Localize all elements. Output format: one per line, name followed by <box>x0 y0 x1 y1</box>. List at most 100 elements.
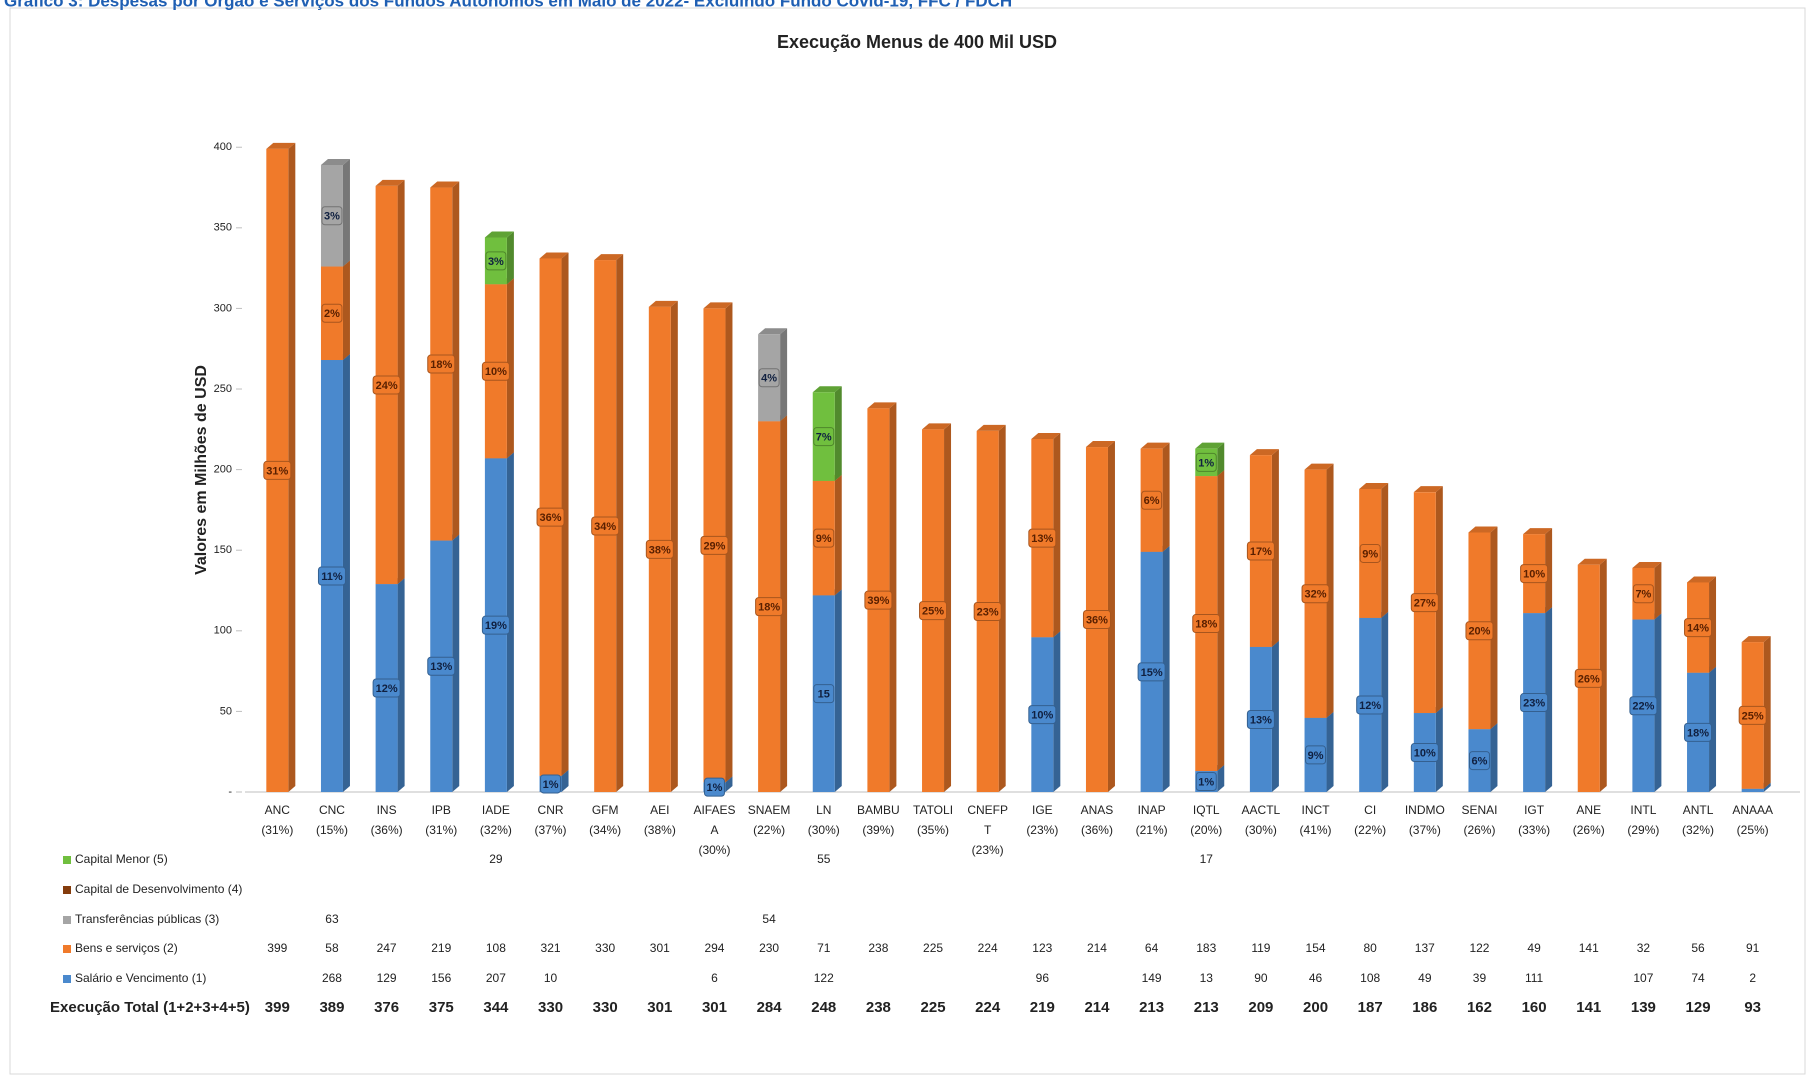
bar-top <box>430 181 460 188</box>
data-label-box <box>1359 543 1381 563</box>
table-value: 90 <box>1254 971 1268 985</box>
bar-side <box>780 328 788 422</box>
bar-top <box>1413 486 1443 493</box>
bar-top <box>1359 482 1389 489</box>
data-label-box <box>1246 709 1275 729</box>
bar-side <box>1162 442 1170 552</box>
bar-top <box>867 402 897 409</box>
table-value: 54 <box>762 912 776 926</box>
total-value: 129 <box>1686 999 1711 1016</box>
data-label-box <box>1195 772 1217 792</box>
total-value: 187 <box>1358 999 1383 1016</box>
bar-side <box>834 474 842 596</box>
bar-side <box>452 181 460 541</box>
data-label: 18% <box>758 602 780 614</box>
bar-side <box>506 452 514 792</box>
table-value: 71 <box>817 941 831 955</box>
bar-top <box>375 179 405 186</box>
total-value: 162 <box>1467 999 1492 1016</box>
data-label-box <box>372 375 401 395</box>
x-tick-label: INDMO (37%) <box>1405 803 1445 837</box>
data-label-box <box>1356 695 1385 715</box>
bar-side <box>1381 611 1389 792</box>
bar-side <box>397 179 405 585</box>
bar-top <box>1140 442 1170 449</box>
data-label-box <box>1305 745 1327 765</box>
bar-side <box>1107 441 1115 792</box>
x-tick-label: CNEFP T (23%) <box>967 803 1008 857</box>
data-label: 4% <box>761 373 777 385</box>
data-label: 1% <box>1198 457 1214 469</box>
data-label: 15 <box>818 689 830 701</box>
data-label: 3% <box>324 211 340 223</box>
data-label-box <box>645 539 674 559</box>
table-value: 219 <box>431 941 451 955</box>
legend-swatch <box>63 975 71 983</box>
total-value: 186 <box>1412 999 1437 1016</box>
total-value: 139 <box>1631 999 1656 1016</box>
y-tick-label: 200 <box>214 464 232 476</box>
y-tick-label: 300 <box>214 302 232 314</box>
table-value: 49 <box>1527 941 1541 955</box>
data-label: 18% <box>430 359 452 371</box>
table-value: 141 <box>1579 941 1599 955</box>
total-value: 301 <box>647 999 672 1016</box>
table-value: 225 <box>923 941 943 955</box>
data-label: 29% <box>703 540 725 552</box>
table-value: 49 <box>1418 971 1432 985</box>
data-label: 22% <box>1632 701 1654 713</box>
total-value: 213 <box>1194 999 1219 1016</box>
total-value: 238 <box>866 999 891 1016</box>
bar-side <box>1381 482 1389 618</box>
data-label-box <box>321 303 343 323</box>
data-label-box <box>755 597 784 617</box>
data-label: 7% <box>816 431 832 443</box>
data-label: 18% <box>1195 618 1217 630</box>
bar-top <box>1523 528 1553 535</box>
data-label: 19% <box>485 620 507 632</box>
data-label: 1% <box>707 782 723 794</box>
data-label-box <box>1028 705 1057 725</box>
data-label: 10% <box>485 366 507 378</box>
table-value: 214 <box>1087 941 1107 955</box>
total-value: 330 <box>593 999 618 1016</box>
x-tick-label: TATOLI (35%) <box>913 803 953 837</box>
data-label: 14% <box>1687 622 1709 634</box>
bar-side <box>506 231 514 285</box>
bar-side <box>1435 486 1443 714</box>
x-tick-label: CNR (37%) <box>535 803 567 837</box>
data-label-box <box>1520 693 1549 713</box>
table-value: 6 <box>711 971 718 985</box>
bar-side <box>1763 636 1771 789</box>
data-label-box <box>703 777 725 797</box>
bar-side <box>780 415 788 792</box>
data-label: 6% <box>1144 495 1160 507</box>
data-label-box <box>1468 751 1490 771</box>
x-tick-label: INTL (29%) <box>1627 803 1659 837</box>
bar-top <box>1687 576 1717 583</box>
table-value: 58 <box>325 941 339 955</box>
x-tick-label: CI (22%) <box>1354 803 1386 837</box>
bar-side <box>1490 723 1498 792</box>
bar-side <box>725 776 733 792</box>
table-value: 330 <box>595 941 615 955</box>
table-value: 96 <box>1036 971 1050 985</box>
bar-side <box>1545 528 1553 614</box>
data-label: 23% <box>977 606 999 618</box>
total-value: 200 <box>1303 999 1328 1016</box>
data-label-box <box>919 601 948 621</box>
table-value: 154 <box>1306 941 1326 955</box>
table-value: 64 <box>1145 941 1159 955</box>
table-value: 108 <box>1360 971 1380 985</box>
bar-top <box>648 300 678 307</box>
data-label-box <box>1301 584 1330 604</box>
y-tick-label: 100 <box>214 625 232 637</box>
total-value: 219 <box>1030 999 1055 1016</box>
bar-top <box>1031 432 1061 439</box>
chart-title: Execução Menus de 400 Mil USD <box>777 32 1057 52</box>
table-value: 122 <box>1469 941 1489 955</box>
table-value: 119 <box>1251 941 1270 955</box>
data-label-box <box>536 507 565 527</box>
bar-side <box>1763 782 1771 792</box>
